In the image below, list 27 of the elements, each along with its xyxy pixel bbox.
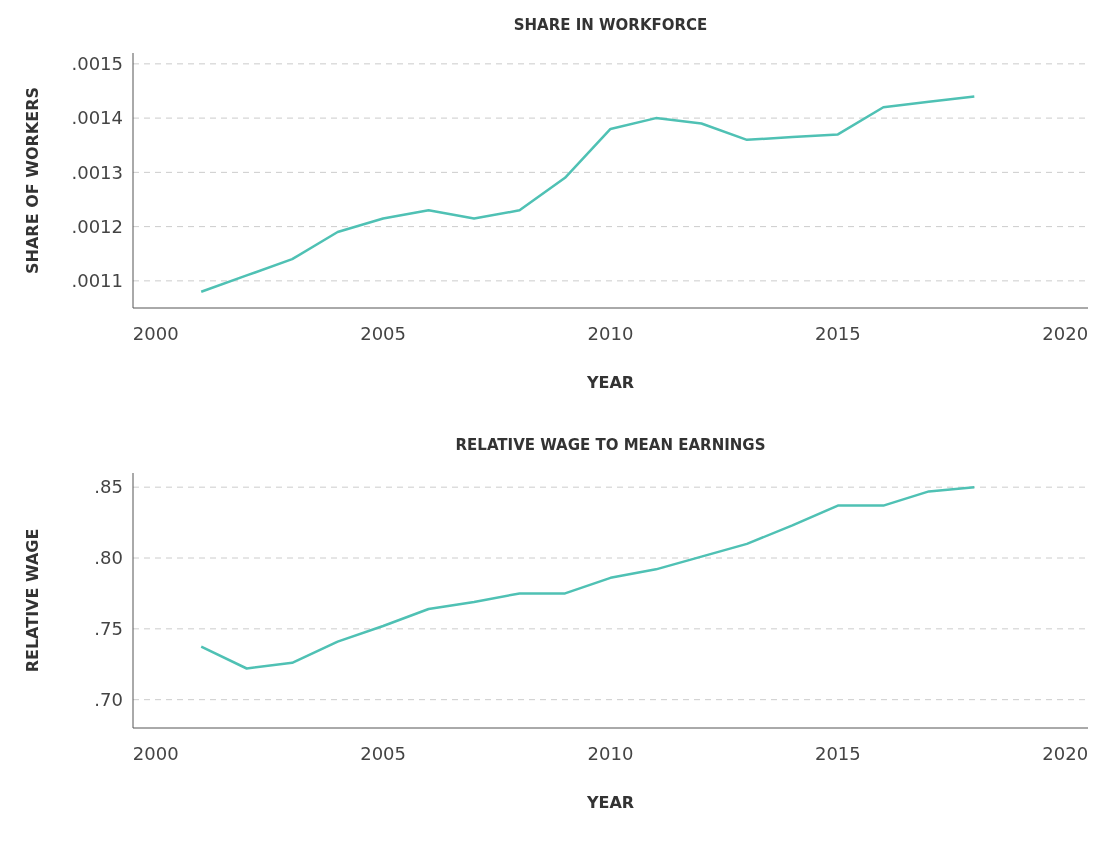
- y-axis-title: RELATIVE WAGE: [23, 528, 42, 673]
- x-tick-label: 2010: [587, 743, 634, 764]
- x-tick-label: 2020: [1042, 323, 1089, 344]
- y-tick-label: .0015: [71, 53, 123, 75]
- y-tick-label: .0012: [71, 215, 123, 237]
- x-tick-label: 2010: [587, 323, 634, 344]
- y-tick-label: .0013: [71, 161, 123, 183]
- line-series: [199, 95, 976, 293]
- chart-title: RELATIVE WAGE TO MEAN EARNINGS: [455, 436, 766, 454]
- x-tick-label: 2015: [814, 743, 861, 764]
- x-tick-label: 2020: [1042, 743, 1089, 764]
- y-axis-title: SHARE OF WORKERS: [23, 87, 42, 274]
- y-tick-label: .0014: [71, 107, 123, 129]
- chart-title: SHARE IN WORKFORCE: [513, 16, 708, 34]
- x-axis-title: YEAR: [585, 793, 635, 812]
- x-tick-label: 2005: [360, 743, 407, 764]
- y-tick-label: .75: [94, 618, 123, 640]
- x-tick-label: 2005: [360, 323, 407, 344]
- x-tick-label: 2015: [814, 323, 861, 344]
- y-tick-label: .70: [94, 688, 123, 710]
- line-series: [199, 485, 976, 670]
- x-axis-title: YEAR: [585, 373, 635, 392]
- y-tick-label: .85: [94, 476, 123, 498]
- x-tick-label: 2000: [132, 323, 179, 344]
- y-tick-label: .0011: [71, 270, 123, 292]
- y-tick-label: .80: [94, 547, 123, 569]
- x-tick-label: 2000: [132, 743, 179, 764]
